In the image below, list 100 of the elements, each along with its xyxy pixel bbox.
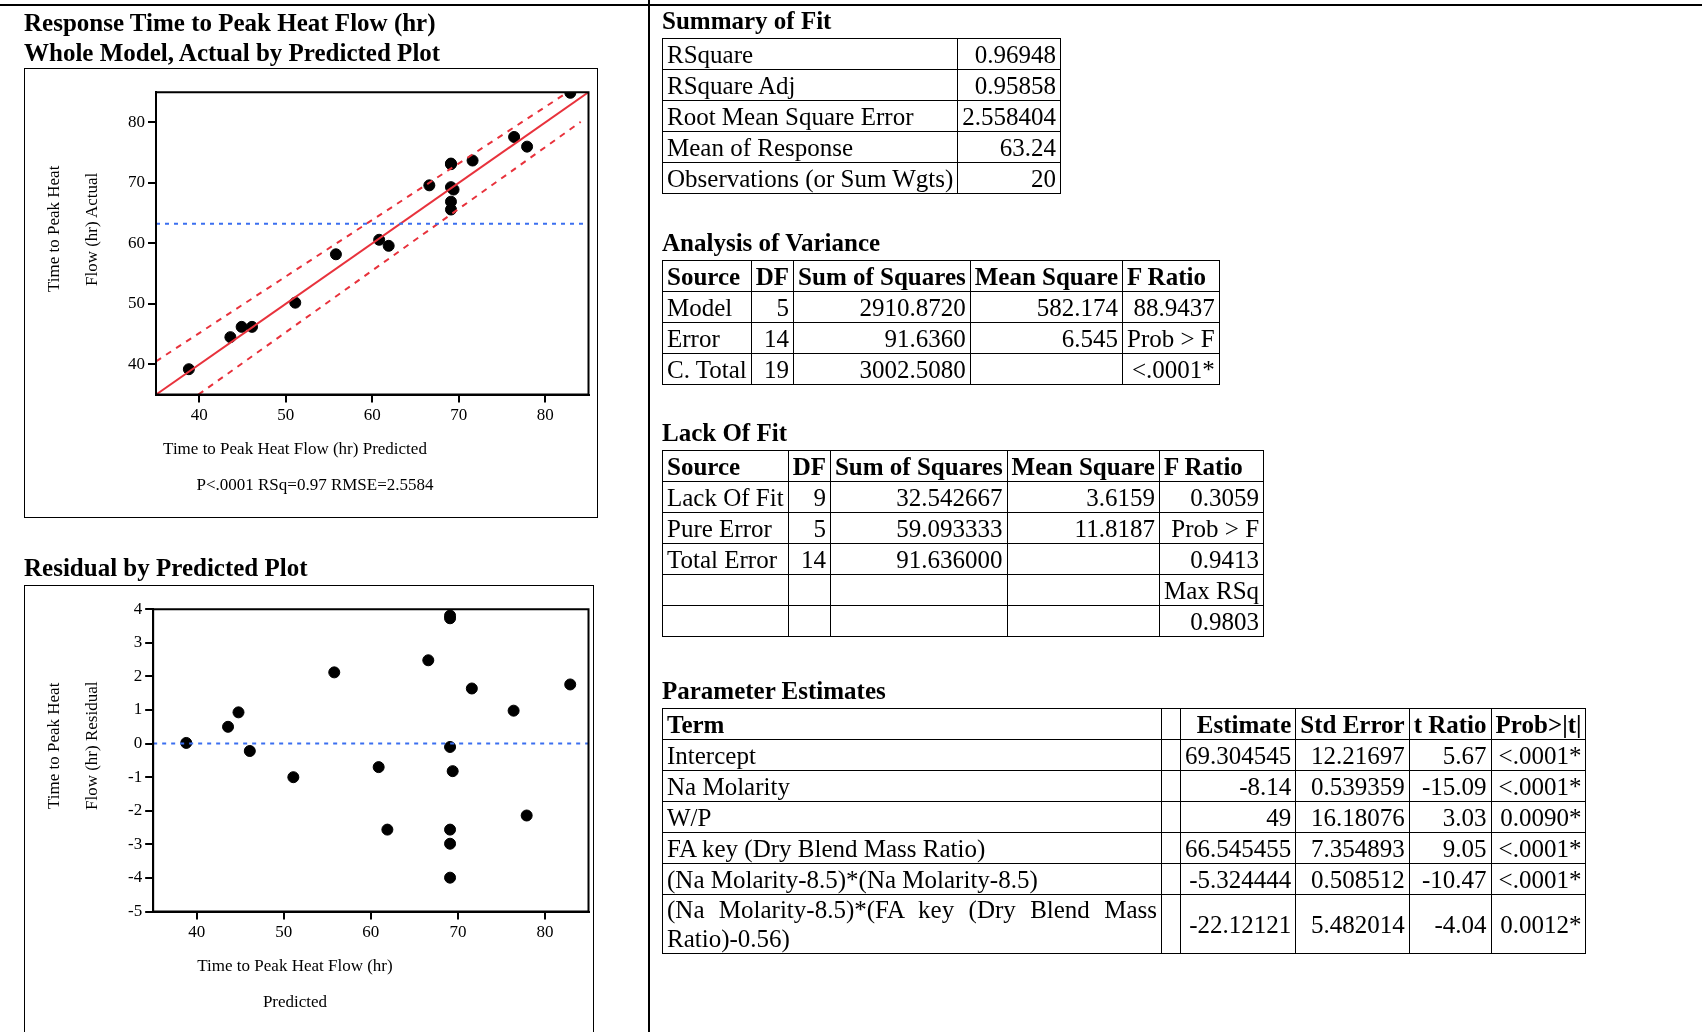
text: -8.14 — [1239, 772, 1292, 800]
text: 11.8187 — [1074, 514, 1155, 542]
x-tick-label: 50 — [277, 405, 295, 425]
text: <.0001* — [1498, 772, 1582, 800]
y-axis-title: Time to Peak Heat Flow (hr) Residual — [43, 680, 102, 813]
text: 5 — [813, 514, 826, 542]
text: 14 — [764, 324, 790, 352]
text: Lack Of Fit — [662, 418, 788, 448]
text: 9 — [813, 483, 826, 511]
text: Error — [667, 324, 720, 352]
text: 5.67 — [1442, 741, 1487, 769]
text: 582.174 — [1036, 293, 1119, 321]
y-tick-label: -2 — [127, 800, 143, 820]
text: 3.6159 — [1086, 483, 1155, 511]
text: 91.636000 — [896, 545, 1003, 573]
text: Term — [667, 710, 725, 738]
text: DF — [755, 262, 790, 290]
y-tick-label: -1 — [127, 766, 143, 786]
text: (Na Molarity-8.5)*(Na Molarity-8.5) — [667, 865, 1038, 893]
y-tick-label: 50 — [128, 293, 145, 313]
chart-title: Response Time to Peak Heat Flow (hr) — [24, 8, 437, 38]
x-tick-label: 80 — [536, 922, 554, 942]
x-tick-label: 40 — [190, 405, 208, 425]
text: 59.093333 — [896, 514, 1003, 542]
text: DF — [792, 452, 826, 480]
text: P<.0001 RSq=0.97 RMSE=2.5584 — [195, 474, 435, 496]
text: 14 — [800, 545, 826, 573]
text: Model — [667, 293, 733, 321]
text: 3.03 — [1442, 803, 1487, 831]
text: 6.545 — [1061, 324, 1119, 352]
text: Mean Square — [974, 262, 1119, 290]
text: 0.508512 — [1310, 865, 1405, 893]
text: 2910.8720 — [859, 293, 966, 321]
text: 9.05 — [1442, 834, 1487, 862]
text: 5.482014 — [1310, 910, 1405, 938]
text: 88.9437 — [1133, 293, 1215, 321]
text: Sum of Squares — [798, 262, 966, 290]
text: Std Error — [1300, 710, 1405, 738]
text: t Ratio — [1413, 710, 1487, 738]
text: Na Molarity — [667, 772, 790, 800]
text: W/P — [667, 803, 712, 831]
text: 12.21697 — [1310, 741, 1405, 769]
y-tick-label: 3 — [133, 632, 143, 652]
text: Analysis of Variance — [662, 228, 882, 258]
text: Lack Of Fit — [667, 483, 784, 511]
text: 69.304545 — [1185, 741, 1292, 769]
y-tick-label: -3 — [127, 833, 143, 853]
text: -10.47 — [1421, 865, 1487, 893]
x-tick-label: 70 — [450, 405, 468, 425]
y-tick-label: 1 — [133, 699, 143, 719]
x-tick-label: 70 — [449, 922, 467, 942]
text: Total Error — [667, 545, 778, 573]
text: 2.558404 — [962, 102, 1057, 130]
text: Parameter Estimates — [662, 676, 887, 706]
x-tick-label: 50 — [275, 922, 293, 942]
text: Prob > F — [1171, 514, 1260, 542]
y-tick-label: 4 — [133, 598, 143, 618]
x-tick-label: 60 — [362, 922, 380, 942]
text: C. Total — [667, 355, 747, 383]
text: 20 — [1031, 164, 1057, 192]
y-tick-label: 70 — [128, 172, 145, 192]
text: Intercept — [667, 741, 756, 769]
text: Root Mean Square Error — [667, 102, 914, 130]
text: 0.0090* — [1500, 803, 1582, 831]
text: F Ratio — [1163, 452, 1243, 480]
text: <.0001* — [1131, 355, 1215, 383]
text: Source — [667, 452, 741, 480]
text: 32.542667 — [896, 483, 1003, 511]
text: Source — [667, 262, 741, 290]
text: 0.0012* — [1500, 910, 1582, 938]
text: 0.96948 — [974, 40, 1057, 68]
text: 3002.5080 — [859, 355, 966, 383]
text: RSquare — [667, 40, 754, 68]
text: (Na Molarity-8.5)*(FA key (Dry Blend Mass Ratio)-0.56) — [667, 896, 1157, 952]
y-tick-label: 0 — [133, 733, 143, 753]
y-tick-label: 80 — [128, 111, 145, 131]
text: Observations (or Sum Wgts) — [667, 164, 954, 192]
text: -5.324444 — [1189, 865, 1292, 893]
text: <.0001* — [1498, 865, 1582, 893]
text: -22.12121 — [1189, 910, 1292, 938]
x-tick-label: 40 — [188, 922, 206, 942]
text: FA key (Dry Blend Mass Ratio) — [667, 834, 986, 862]
y-tick-label: 60 — [128, 232, 145, 252]
y-tick-label: -5 — [127, 901, 143, 921]
x-axis-title: Time to Peak Heat Flow (hr) Predicted — [162, 438, 428, 460]
text: RSquare Adj — [667, 71, 796, 99]
text: 0.9803 — [1190, 607, 1260, 635]
text: Mean Square — [1011, 452, 1155, 480]
text: Sum of Squares — [834, 452, 1003, 480]
text: <.0001* — [1498, 834, 1582, 862]
text: F Ratio — [1127, 262, 1206, 290]
text: 66.545455 — [1185, 834, 1292, 862]
text: Estimate — [1196, 710, 1292, 738]
y-tick-label: 2 — [133, 665, 143, 685]
text: -15.09 — [1421, 772, 1487, 800]
text: Max RSq — [1163, 576, 1260, 604]
chart-title: Residual by Predicted Plot — [24, 553, 308, 583]
y-axis-title: Time to Peak Heat Flow (hr) Actual — [43, 164, 102, 295]
text: Prob>|t| — [1495, 710, 1582, 738]
text: Pure Error — [667, 514, 772, 542]
